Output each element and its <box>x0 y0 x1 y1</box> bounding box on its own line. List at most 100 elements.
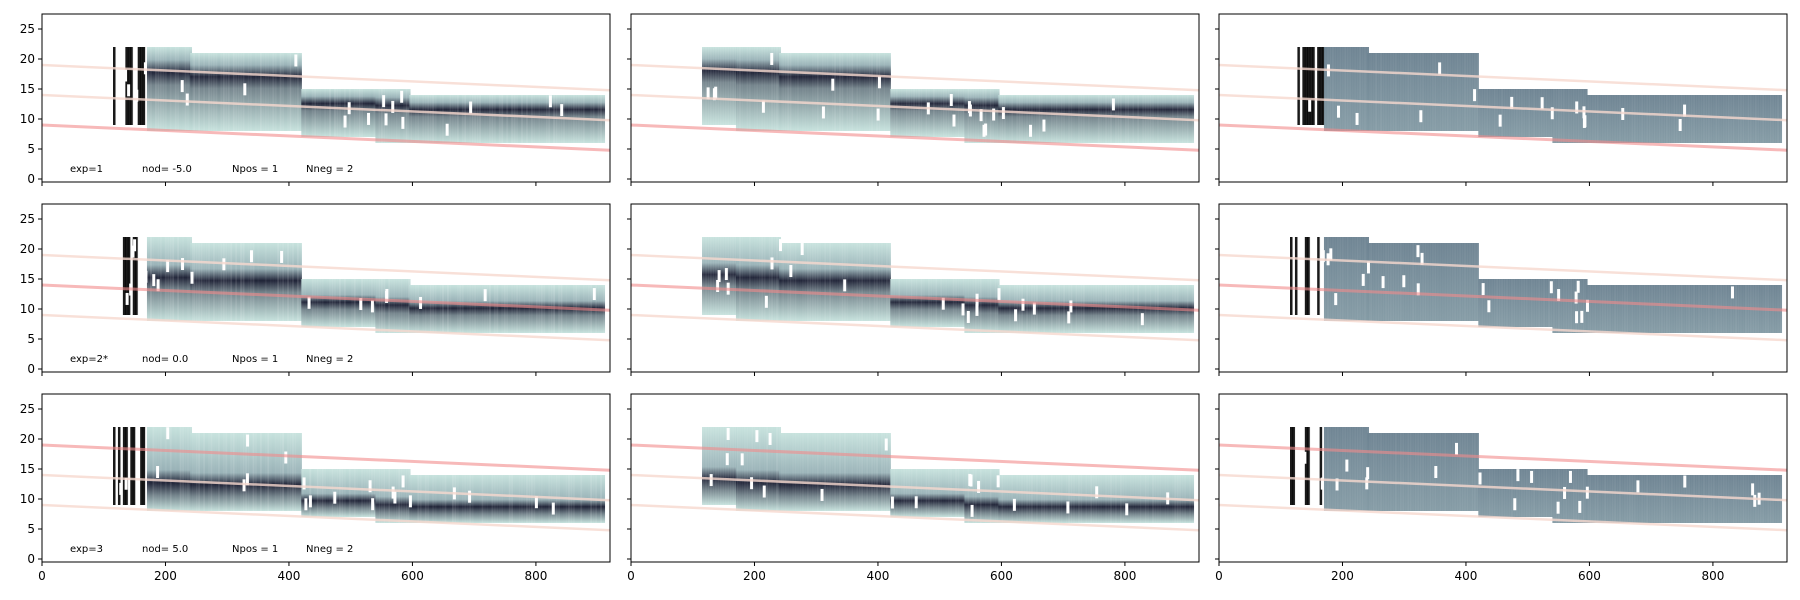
spectrum-stripe <box>224 53 228 131</box>
spectrum-stripe <box>1507 279 1512 327</box>
spectrum-stripe <box>171 237 175 321</box>
spectrum-stripe <box>286 53 290 131</box>
spectrum-stripe <box>833 53 837 131</box>
spectrum-stripe <box>890 279 894 327</box>
spectrum-stripe <box>882 53 886 131</box>
spectrum-stripe <box>323 469 327 517</box>
spectrum-stripe <box>229 243 233 321</box>
spectrum-stripe <box>1657 285 1662 333</box>
spectrum-stripe <box>1436 53 1440 131</box>
spectrum-stripe <box>340 469 344 517</box>
spectrum-stripe <box>1351 427 1355 511</box>
spectrum-stripe <box>932 279 936 327</box>
masked-pixel <box>144 270 148 283</box>
spectrum-stripe <box>917 279 921 327</box>
spectrum-stripe <box>1045 95 1049 143</box>
spectrum-stripe <box>471 95 475 143</box>
spectrum-stripe <box>1567 469 1571 523</box>
spectrum-stripe <box>915 469 919 517</box>
spectrum-stripe <box>360 469 364 517</box>
spectrum-stripe <box>1662 285 1666 333</box>
masked-pixel <box>592 288 596 301</box>
spectrum-stripe <box>232 53 236 131</box>
spectrum-stripe <box>431 95 435 143</box>
spectrum-stripe <box>259 433 263 511</box>
spectrum-stripe <box>200 53 204 131</box>
spectrum-stripe <box>731 237 735 315</box>
trace-line-upper <box>631 253 1199 282</box>
spectrum-stripe <box>1498 279 1502 327</box>
trace-line-center <box>631 93 1199 122</box>
spectrum-stripe <box>217 433 221 511</box>
spectrum-stripe <box>818 433 822 511</box>
spectrum-stripe <box>1628 475 1632 523</box>
spectrum-stripe <box>414 475 418 523</box>
spectrum-stripe <box>1690 95 1694 143</box>
spectrum-stripe <box>1020 475 1024 523</box>
spectrum-stripe <box>1338 47 1342 131</box>
spectrum-stripe <box>1465 243 1470 321</box>
spectrum-stripe <box>451 475 455 523</box>
spectrum-stripe <box>770 47 774 131</box>
spectrum-stripe <box>490 475 494 523</box>
spectrum-stripe <box>1458 243 1462 321</box>
spectrum-stripe <box>251 433 255 511</box>
spectrum-stripe <box>200 243 204 321</box>
spectrum-stripe <box>142 427 146 505</box>
spectrum-stripe <box>1121 285 1125 333</box>
spectrum-stripe <box>1341 427 1345 511</box>
spectrum-stripe <box>234 433 238 511</box>
spectrum-stripe <box>789 53 793 131</box>
masked-pixel <box>1481 283 1485 296</box>
spectrum-stripe <box>515 475 519 523</box>
spectrum-stripe <box>498 475 502 523</box>
spectrum-stripe <box>493 95 497 143</box>
spectrum-stripe <box>1690 475 1694 523</box>
spectrum-stripe <box>1579 279 1583 333</box>
spectrum-stripe <box>1505 469 1509 517</box>
masked-pixel <box>119 482 123 495</box>
spectrum-stripe <box>1443 53 1447 131</box>
spectrum-stripe <box>402 469 406 523</box>
spectrum-stripe <box>186 47 190 131</box>
spectrum-stripe <box>550 475 554 523</box>
spectrum-stripe <box>537 475 541 523</box>
spectrum-stripe <box>748 237 752 321</box>
spectrum-stripe <box>1507 89 1512 137</box>
panel-frame <box>630 393 1200 563</box>
spectrum-stripe <box>350 469 354 517</box>
spectrum-stripe <box>704 47 708 125</box>
spectrum-stripe <box>288 243 293 321</box>
spectrum-stripe <box>775 237 779 321</box>
spectrum-stripe <box>1406 243 1410 321</box>
masked-pixel <box>941 297 945 310</box>
spectrum-stripe <box>1719 95 1723 143</box>
spectrum-stripe <box>1003 285 1007 333</box>
spectrum-stripe <box>1336 427 1340 511</box>
spectrum-stripe <box>1443 433 1447 511</box>
spectrum-stripe <box>1579 469 1583 523</box>
spectrum-stripe <box>922 279 926 327</box>
spectrum-stripe <box>1377 433 1381 511</box>
spectrum-stripe <box>1517 279 1521 327</box>
spectrum-stripe <box>382 279 386 333</box>
spectrum-stripe <box>1559 469 1563 523</box>
spectrum-stripe <box>1406 53 1410 131</box>
spectrum-stripe <box>753 47 757 131</box>
spectrum-stripe <box>1567 279 1571 333</box>
masked-pixel <box>712 88 716 101</box>
spectrum-stripe <box>1657 475 1662 523</box>
spectrum-stripe <box>1319 47 1323 125</box>
masked-pixel <box>560 104 564 117</box>
spectrum-stripe <box>382 469 386 523</box>
spectrum-stripe <box>244 433 248 511</box>
masked-pixel <box>821 106 825 119</box>
spectrum-stripe <box>907 89 911 137</box>
spectrum-stripe <box>192 53 196 131</box>
spectrum-stripe <box>709 427 713 505</box>
spectrum-stripe <box>1431 243 1435 321</box>
spectrum-stripe <box>261 433 265 511</box>
spectrum-stripe <box>321 469 325 517</box>
spectrum-stripe <box>1062 285 1066 333</box>
spectrum-stripe <box>1040 285 1044 333</box>
